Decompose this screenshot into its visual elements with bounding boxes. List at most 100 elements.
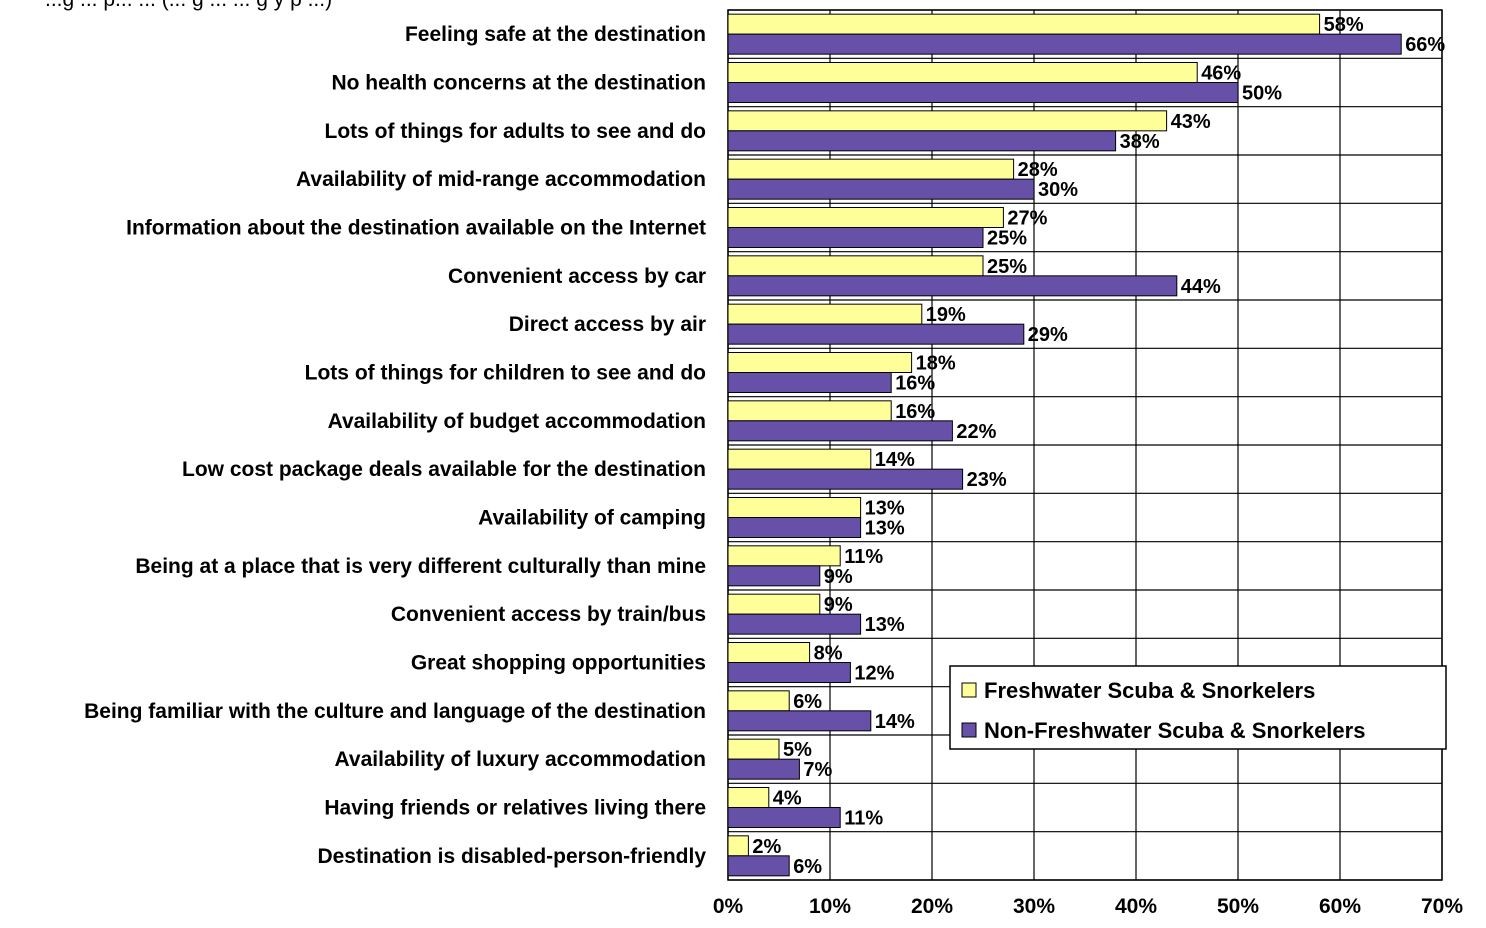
bar-freshwater: [727, 690, 790, 712]
category-label: Availability of luxury accommodation: [335, 748, 706, 771]
data-label: 13%: [865, 614, 905, 636]
bar-freshwater: [727, 642, 811, 663]
data-label: 8%: [814, 643, 843, 665]
category-label: Lots of things for children to see and d…: [305, 362, 706, 385]
data-label: 25%: [987, 256, 1027, 278]
bar-non-freshwater: [727, 855, 790, 877]
data-label: 11%: [844, 546, 883, 568]
bar-non-freshwater: [727, 662, 851, 683]
bar-non-freshwater: [727, 758, 800, 780]
data-label: 9%: [824, 594, 853, 616]
bar-freshwater: [727, 207, 1004, 228]
data-label: 29%: [1028, 324, 1068, 346]
data-label: 27%: [1007, 208, 1047, 230]
bar-freshwater: [727, 835, 749, 857]
data-label: 11%: [844, 808, 883, 830]
category-labels: Feeling safe at the destination No health…: [84, 23, 706, 868]
x-tick-label: 50%: [1217, 895, 1259, 918]
bar-non-freshwater: [727, 275, 1178, 297]
bar-non-freshwater: [727, 372, 892, 393]
bar-non-freshwater: [727, 420, 953, 442]
bar-freshwater: [727, 158, 1015, 180]
category-label: Availability of mid-range accommodation: [296, 168, 706, 191]
x-tick-label: 60%: [1319, 895, 1361, 918]
x-tick-label: 0%: [713, 895, 744, 918]
legend: Freshwater Scuba & Snorkelers Non-Freshwa…: [949, 665, 1447, 750]
data-label: 46%: [1201, 63, 1241, 85]
bar-non-freshwater: [727, 323, 1025, 345]
bar-freshwater: [727, 352, 913, 373]
data-label: 14%: [875, 711, 915, 733]
bar-non-freshwater: [727, 130, 1117, 152]
bar-freshwater: [727, 13, 1321, 35]
data-label: 14%: [875, 449, 915, 471]
data-label: 12%: [854, 663, 894, 685]
data-label: 50%: [1242, 83, 1282, 105]
data-label: 6%: [793, 856, 822, 878]
data-label: 66%: [1405, 34, 1445, 56]
data-label: 23%: [967, 469, 1007, 491]
category-label: Availability of camping: [478, 507, 706, 530]
data-label: 38%: [1120, 131, 1160, 153]
category-label: Destination is disabled-person-friendly: [317, 845, 706, 868]
data-label: 44%: [1181, 276, 1221, 298]
bar-freshwater: [727, 545, 841, 567]
x-tick-label: 40%: [1115, 895, 1157, 918]
data-label: 22%: [956, 421, 996, 443]
bar-freshwater: [727, 400, 892, 422]
legend-entry: Freshwater Scuba & Snorkelers: [984, 678, 1315, 703]
data-label: 16%: [895, 401, 935, 423]
category-label: Lots of things for adults to see and do: [325, 120, 707, 143]
data-label: 43%: [1171, 111, 1211, 133]
bar-non-freshwater: [727, 807, 841, 828]
bar-freshwater: [727, 497, 862, 518]
category-label: Convenient access by car: [448, 265, 706, 288]
x-axis-ticks: 0% 10% 20% 30% 40% 50% 60% 70%: [713, 895, 1464, 918]
data-label: 5%: [783, 739, 812, 761]
category-label: Convenient access by train/bus: [391, 603, 706, 626]
data-label: 18%: [916, 353, 956, 375]
bar-non-freshwater: [727, 227, 984, 248]
bar-non-freshwater: [727, 468, 964, 490]
data-label: 28%: [1018, 159, 1058, 181]
chart-title: ...g ... p... ... (... g ... ... g y p .…: [45, 0, 332, 11]
bar-freshwater: [727, 738, 780, 760]
bar-non-freshwater: [727, 82, 1239, 103]
bar-non-freshwater: [727, 710, 872, 732]
x-tick-label: 10%: [809, 895, 851, 918]
data-label: 16%: [895, 373, 935, 395]
data-label: 13%: [865, 518, 905, 540]
category-label: Feeling safe at the destination: [405, 23, 706, 46]
legend-entry: Non-Freshwater Scuba & Snorkelers: [984, 718, 1365, 743]
category-label: Being at a place that is very different …: [135, 555, 706, 578]
data-label: 13%: [865, 498, 905, 520]
data-label: 58%: [1324, 14, 1364, 36]
data-label: 19%: [926, 304, 966, 326]
category-label: Information about the destination availa…: [126, 217, 706, 240]
x-tick-label: 70%: [1421, 895, 1463, 918]
legend-box: [949, 665, 1447, 750]
category-label: Direct access by air: [509, 313, 706, 336]
data-label: 7%: [803, 759, 832, 781]
data-label: 6%: [793, 691, 822, 713]
bar-freshwater: [727, 110, 1168, 132]
bars: [727, 13, 1402, 877]
bar-non-freshwater: [727, 517, 862, 538]
bar-freshwater: [727, 255, 984, 277]
category-label: Low cost package deals available for the…: [182, 458, 706, 481]
x-tick-label: 30%: [1013, 895, 1055, 918]
bar-non-freshwater: [727, 565, 821, 587]
data-label: 25%: [987, 228, 1027, 250]
data-label: 4%: [773, 788, 802, 810]
bar-non-freshwater: [727, 613, 862, 635]
data-labels: 58%66%46%50%43%38%28%30%27%25%25%44%19%2…: [752, 14, 1445, 878]
data-label: 9%: [824, 566, 853, 588]
category-label: Great shopping opportunities: [411, 652, 706, 675]
category-label: Availability of budget accommodation: [328, 410, 706, 433]
x-tick-label: 20%: [911, 895, 953, 918]
category-label: Having friends or relatives living there: [324, 797, 706, 820]
data-label: 30%: [1038, 179, 1078, 201]
plot-border: [727, 9, 1443, 881]
category-label: Being familiar with the culture and lang…: [84, 700, 706, 723]
